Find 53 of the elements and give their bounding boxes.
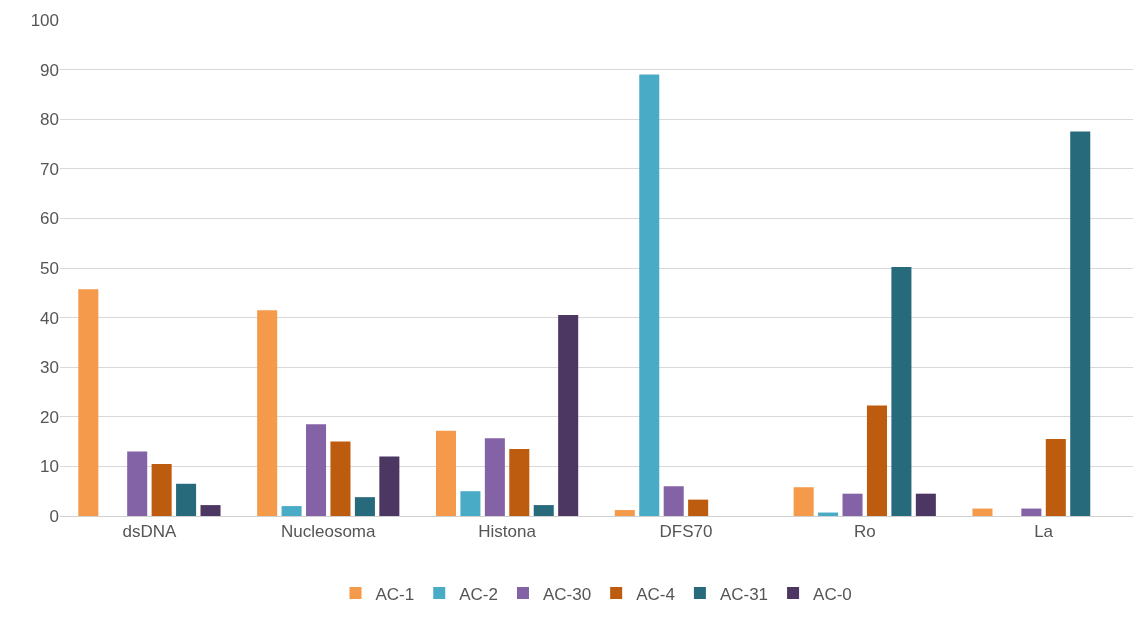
bar: [891, 267, 912, 516]
x-tick-label: La: [1034, 522, 1054, 542]
bar: [484, 438, 505, 516]
x-tick-label: dsDNA: [122, 522, 177, 542]
bar: [127, 451, 148, 516]
bar: [688, 499, 709, 516]
x-tick-label: Ro: [853, 522, 876, 542]
x-tick-label: DFS70: [659, 522, 713, 542]
y-tick-label: 0: [49, 506, 59, 526]
bar: [533, 505, 554, 516]
bar: [1045, 439, 1066, 516]
bar: [460, 491, 481, 516]
legend-label: AC-30: [542, 584, 592, 604]
bar: [306, 424, 327, 516]
y-tick-label: 30: [40, 358, 59, 378]
bar: [1021, 508, 1042, 516]
bar: [972, 508, 993, 516]
bar: [509, 449, 530, 516]
x-tick-label: Histona: [478, 522, 537, 542]
bar: [663, 486, 684, 516]
legend-label: AC-31: [719, 584, 769, 604]
bar: [176, 483, 197, 516]
bar: [915, 493, 936, 516]
y-tick-label: 60: [40, 209, 59, 229]
legend-label: AC-2: [459, 584, 498, 604]
bar: [793, 487, 814, 516]
x-tick-label: Nucleosoma: [281, 522, 377, 542]
bar: [257, 310, 278, 516]
bar: [78, 289, 99, 516]
y-tick-label: 80: [40, 110, 59, 130]
y-tick-label: 70: [40, 159, 59, 179]
bar: [281, 506, 302, 516]
y-tick-label: 100: [30, 10, 59, 30]
y-tick-label: 20: [40, 407, 59, 427]
legend-label: AC-4: [636, 584, 675, 604]
y-tick-label: 10: [40, 457, 59, 477]
y-tick-label: 50: [40, 258, 59, 278]
bar: [614, 510, 635, 516]
y-tick-label: 90: [40, 60, 59, 80]
bar: [639, 74, 660, 516]
bar: [558, 315, 579, 516]
bar: [151, 463, 172, 516]
legend-label: AC-1: [375, 584, 415, 604]
bar: [379, 456, 400, 516]
bar: [866, 405, 887, 516]
y-tick-label: 40: [40, 308, 59, 328]
bar: [435, 430, 456, 516]
bar: [330, 441, 351, 516]
legend-label: AC-0: [813, 584, 852, 604]
bar: [200, 505, 221, 516]
bar: [842, 493, 863, 516]
bar: [354, 497, 375, 516]
bar: [1070, 131, 1091, 516]
